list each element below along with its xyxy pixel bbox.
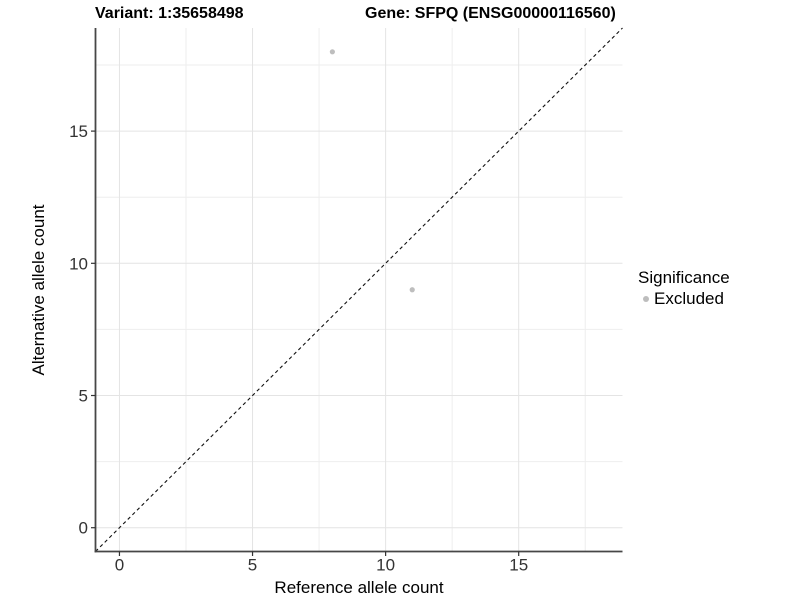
legend: Significance Excluded	[638, 268, 730, 309]
x-tick-label: 15	[509, 556, 528, 575]
x-tick-label: 5	[248, 556, 257, 575]
data-point	[409, 287, 415, 293]
identity-dashed-line	[95, 27, 623, 552]
y-tick-label: 10	[69, 254, 88, 273]
data-point	[329, 49, 335, 55]
x-axis-title: Reference allele count	[274, 578, 444, 597]
legend-point-icon	[643, 295, 649, 302]
plot-title-variant: Variant: 1:35658498	[95, 5, 244, 22]
y-axis-title: Alternative allele count	[29, 204, 48, 376]
legend-entry-label: Excluded	[654, 288, 724, 308]
y-tick-label: 0	[79, 519, 88, 538]
legend-title: Significance	[638, 268, 730, 287]
plot-title-gene: Gene: SFPQ (ENSG00000116560)	[365, 5, 616, 22]
legend-entry-excluded: Excluded	[638, 288, 730, 309]
x-tick-label: 0	[115, 556, 124, 575]
y-tick-label: 15	[69, 122, 88, 141]
y-tick-label: 5	[79, 387, 88, 406]
x-tick-label: 10	[376, 556, 395, 575]
